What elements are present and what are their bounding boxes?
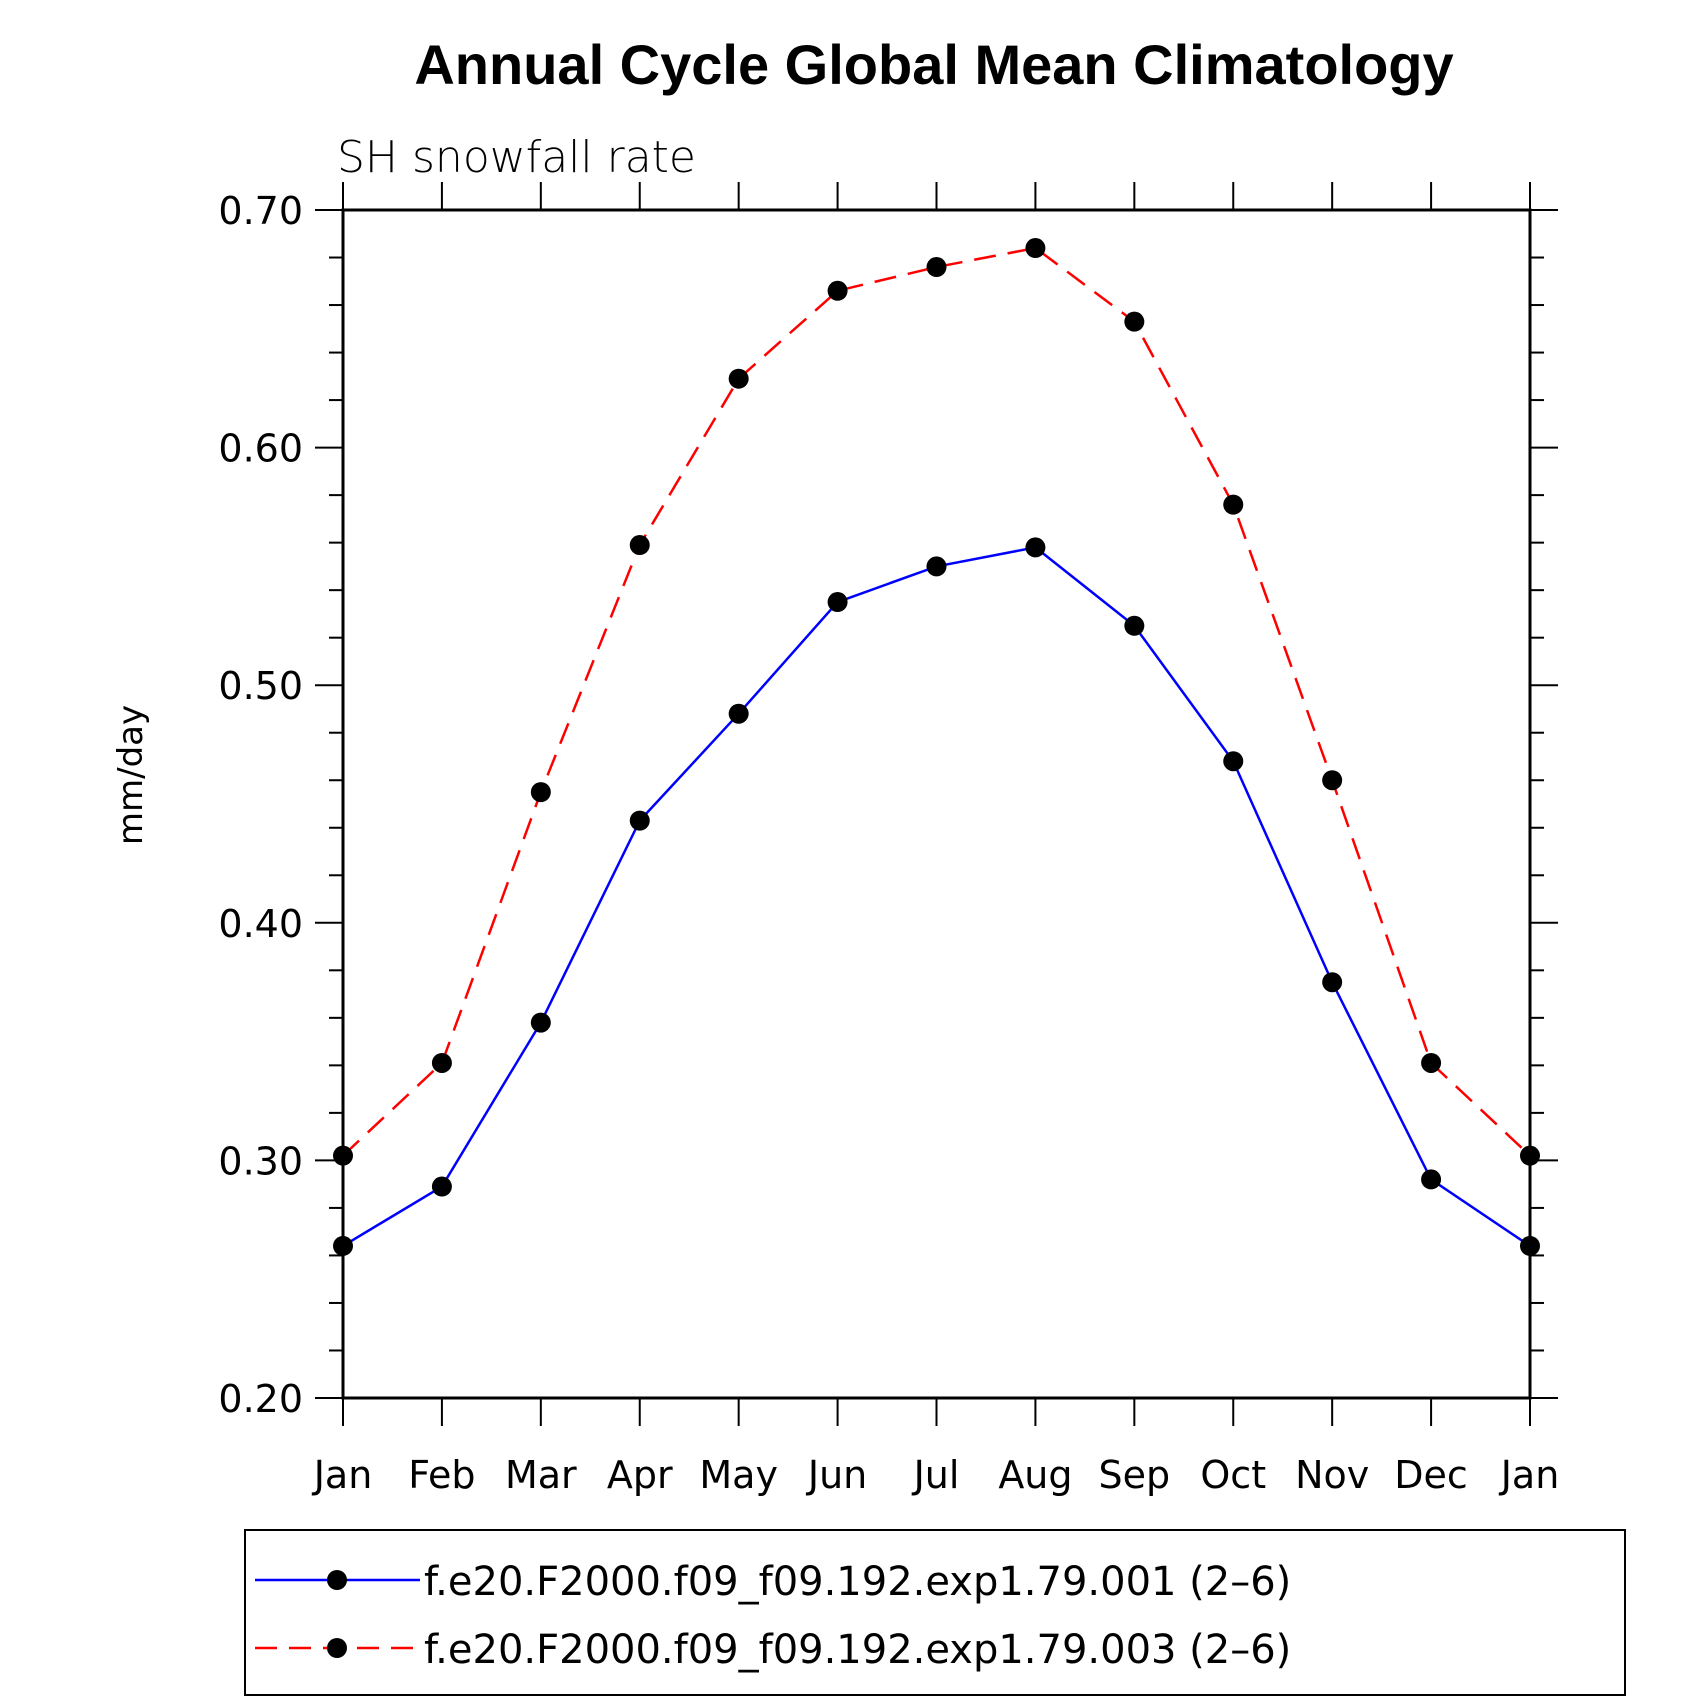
series-2-point bbox=[827, 280, 848, 301]
series-2-point bbox=[333, 1145, 353, 1166]
series-2-point bbox=[1025, 238, 1046, 259]
x-tick-label: Mar bbox=[505, 1453, 577, 1497]
series-1-point bbox=[1322, 972, 1343, 993]
y-tick-label: 0.60 bbox=[218, 427, 303, 471]
series-1-point bbox=[530, 1012, 551, 1033]
legend-label-2: f.e20.F2000.f09_f09.192.exp1.79.003 (2–6… bbox=[424, 1627, 1291, 1673]
series-2-point bbox=[728, 368, 749, 389]
series-2-point bbox=[1520, 1145, 1540, 1166]
y-tick-label: 0.30 bbox=[218, 1139, 303, 1183]
legend-label-1: f.e20.F2000.f09_f09.192.exp1.79.001 (2–6… bbox=[424, 1559, 1291, 1605]
series-2-point bbox=[1124, 311, 1145, 332]
y-tick-label: 0.70 bbox=[218, 189, 303, 233]
x-tick-label: Feb bbox=[408, 1453, 475, 1497]
x-tick-label: Apr bbox=[607, 1453, 673, 1497]
plot-frame bbox=[341, 208, 1532, 1400]
x-tick-label: Jan bbox=[1499, 1453, 1560, 1497]
series-2-point bbox=[1421, 1052, 1442, 1073]
series-1-point bbox=[1025, 537, 1046, 558]
series-2-point bbox=[431, 1052, 452, 1073]
series-1-point bbox=[1421, 1169, 1442, 1190]
series-2-point bbox=[926, 257, 947, 278]
series-1-point bbox=[431, 1176, 452, 1197]
series-2-point bbox=[1322, 770, 1343, 791]
series-1-point bbox=[1520, 1235, 1540, 1256]
series-1-point bbox=[629, 810, 650, 831]
series-layer bbox=[333, 238, 1540, 1256]
series-1-point bbox=[333, 1235, 353, 1256]
chart-title: Annual Cycle Global Mean Climatology bbox=[414, 33, 1453, 96]
series-2-point bbox=[530, 782, 551, 803]
series-1-point bbox=[827, 592, 848, 613]
series-1-point bbox=[1124, 615, 1145, 636]
legend-marker-1 bbox=[327, 1570, 347, 1590]
series-2-point bbox=[629, 535, 650, 556]
x-tick-label: Jun bbox=[806, 1453, 867, 1497]
y-tick-label: 0.40 bbox=[218, 902, 303, 946]
x-tick-label: Dec bbox=[1394, 1453, 1468, 1497]
x-tick-label: Oct bbox=[1200, 1453, 1266, 1497]
x-tick-label: Sep bbox=[1099, 1453, 1171, 1497]
y-tick-label: 0.50 bbox=[218, 664, 303, 708]
legend: f.e20.F2000.f09_f09.192.exp1.79.001 (2–6… bbox=[244, 1529, 1626, 1696]
series-1-point bbox=[926, 556, 947, 577]
legend-box bbox=[244, 1529, 1626, 1696]
legend-marker-2 bbox=[327, 1638, 347, 1658]
x-tick-label: Nov bbox=[1295, 1453, 1369, 1497]
plot-axes: 0.20 0.30 0.40 0.50 0.60 0.70 Jan Feb Mar Apr May J… bbox=[218, 182, 1559, 1497]
series-1-point bbox=[728, 703, 749, 724]
x-tick-label: Jan bbox=[312, 1453, 373, 1497]
x-tick-label: Jul bbox=[912, 1453, 960, 1497]
y-tick-label: 0.20 bbox=[218, 1377, 303, 1421]
series-line-1 bbox=[342, 546, 1531, 1248]
series-2-point bbox=[1223, 494, 1244, 515]
x-tick-label: Aug bbox=[998, 1453, 1072, 1497]
x-tick-label: May bbox=[699, 1453, 778, 1497]
y-axis-label: mm/day bbox=[111, 705, 151, 845]
chart-subtitle: SH snowfall rate bbox=[337, 132, 696, 183]
series-1-point bbox=[1223, 751, 1244, 772]
